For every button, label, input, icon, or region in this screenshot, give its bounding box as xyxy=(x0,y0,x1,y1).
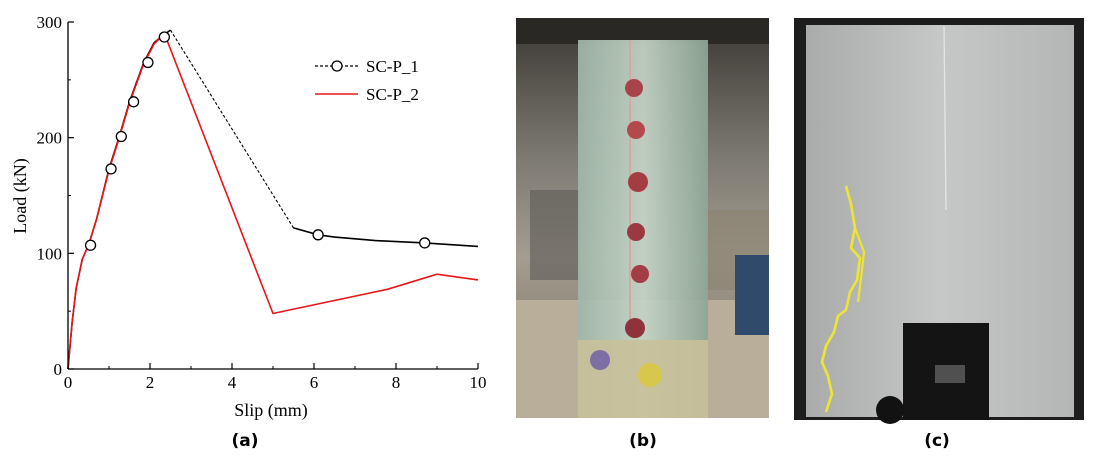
legend: SC-P_1 SC-P_2 xyxy=(315,57,419,104)
panel-label-b: (b) xyxy=(629,431,657,451)
x-tick-label: 0 xyxy=(64,373,73,392)
panel-label-c: (c) xyxy=(924,431,950,451)
series-sc-p-1-marker xyxy=(105,163,117,175)
x-tick-label: 6 xyxy=(310,373,319,392)
legend-label-sc-p-2: SC-P_2 xyxy=(366,85,419,104)
panel-label-a: (a) xyxy=(231,431,258,451)
series-sc-p-2-line xyxy=(67,32,479,370)
plot-layer xyxy=(67,29,479,370)
legend-marker-sc-p-1 xyxy=(331,60,343,72)
series-sc-p-1-dashed-line xyxy=(170,29,294,229)
y-tick-label: 100 xyxy=(37,244,63,263)
x-axis-title: Slip (mm) xyxy=(234,400,308,421)
legend-label-sc-p-1: SC-P_1 xyxy=(366,57,419,76)
y-axis-title: Load (kN) xyxy=(10,158,31,233)
series-sc-p-1-marker xyxy=(312,229,324,241)
x-tick-label: 10 xyxy=(470,373,487,392)
series-sc-p-1-marker xyxy=(127,96,140,108)
series-sc-p-1-marker xyxy=(142,56,154,69)
series-sc-p-1-marker xyxy=(84,239,97,251)
x-tick-label: 4 xyxy=(228,373,237,392)
x-tick-label: 8 xyxy=(392,373,401,392)
x-tick-label: 2 xyxy=(146,373,155,392)
photo-b xyxy=(516,18,769,418)
y-tick-label: 0 xyxy=(54,360,63,379)
series-sc-p-1-marker xyxy=(419,237,431,249)
y-tick-label: 200 xyxy=(37,129,63,148)
series-sc-p-1-ascending-line xyxy=(67,29,171,370)
photo-c xyxy=(794,18,1084,424)
series-sc-p-1-marker xyxy=(115,130,127,143)
series-sc-p-1-marker xyxy=(158,31,171,43)
y-tick-label: 300 xyxy=(37,13,63,32)
